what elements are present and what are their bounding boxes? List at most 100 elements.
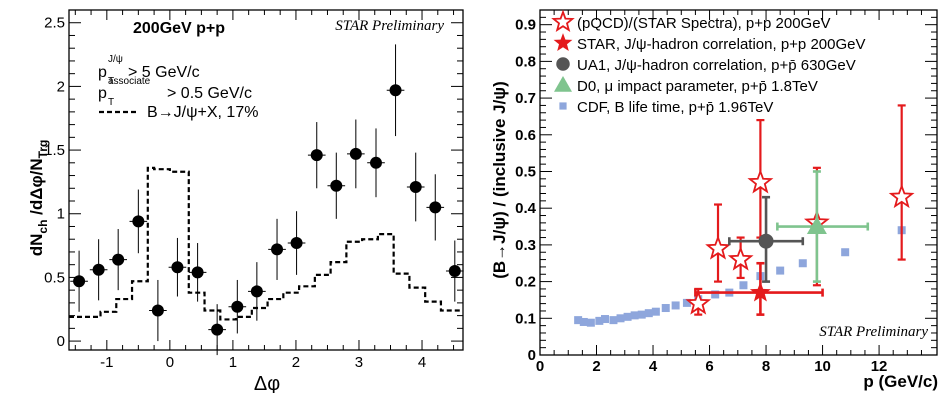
- open-star-marker: [551, 9, 575, 33]
- right-legend: (pQCD)/(STAR Spectra), p+p 200GeV STAR, J…: [551, 9, 865, 116]
- point-marker: [250, 285, 263, 298]
- right-x-axis-label: p (GeV/c): [863, 372, 938, 391]
- right-data-points: [574, 104, 915, 327]
- point-marker: [389, 84, 402, 97]
- legend-entry: D0, μ impact parameter, p+p̄ 1.8TeV: [554, 76, 818, 95]
- data-point: [609, 316, 618, 325]
- data-point: [327, 152, 346, 219]
- filled-star-marker: [749, 281, 771, 302]
- point-marker: [211, 323, 224, 336]
- data-point: [651, 307, 660, 316]
- point-marker: [132, 215, 145, 228]
- left-annotation-cut1: p T J/ψ > 5 GeV/c: [98, 54, 200, 87]
- ylabel-mid: /dΔφ/N: [27, 158, 46, 219]
- y-tick-label: 1: [57, 206, 65, 223]
- data-point: [248, 262, 266, 321]
- data-point: [386, 44, 405, 137]
- dashed-legend-label: B→J/ψ+X, 17%: [147, 104, 258, 121]
- left-x-axis-label: Δφ: [254, 373, 280, 393]
- left-panel: -1 0 1 2 3 4 0 0.5 1 1.5 2 2.5 200GeV p+p STAR Prel…: [27, 9, 464, 395]
- data-point: [727, 236, 754, 280]
- legend-label: (pQCD)/(STAR Spectra), p+p 200GeV: [577, 15, 831, 32]
- left-y-axis-label: dNch /dΔφ/NTrg: [27, 140, 50, 257]
- x-tick-label: 8: [762, 358, 770, 375]
- square-marker: [630, 311, 639, 320]
- data-point: [637, 310, 646, 319]
- filled-star-marker: [553, 33, 573, 51]
- data-point: [623, 312, 632, 321]
- data-point: [616, 314, 625, 323]
- left-axis-ticks: -1 0 1 2 3 4 0 0.5 1 1.5 2 2.5: [44, 10, 463, 371]
- cut1-sub: T: [108, 76, 114, 87]
- legend-label: D0, μ impact parameter, p+p̄ 1.8TeV: [577, 78, 818, 95]
- ylabel-sub1: ch: [36, 220, 50, 234]
- data-point: [89, 239, 108, 301]
- data-point: [268, 218, 286, 280]
- square-marker: [559, 102, 567, 110]
- legend-entry: UA1, J/ψ-hadron correlation, p+p̄ 630GeV: [556, 57, 856, 74]
- cut2-sup: associate: [108, 76, 151, 87]
- cut1-rest: > 5 GeV/c: [128, 64, 200, 81]
- y-tick-label: 0.6: [515, 127, 536, 144]
- square-marker: [616, 314, 625, 323]
- left-annotation-cut2: p T associate > 0.5 GeV/c: [98, 76, 252, 108]
- data-point: [747, 119, 774, 239]
- y-tick-label: 0.8: [515, 53, 536, 70]
- data-point: [109, 229, 127, 291]
- square-marker: [609, 316, 618, 325]
- square-marker: [671, 301, 680, 310]
- legend-entry: STAR, J/ψ-hadron correlation, p+p 200GeV: [553, 33, 865, 53]
- y-tick-label: 0: [528, 347, 536, 364]
- point-marker: [73, 275, 86, 288]
- data-point: [70, 250, 88, 312]
- point-marker: [409, 181, 422, 194]
- x-tick-label: 4: [418, 354, 426, 371]
- square-marker: [595, 316, 604, 325]
- legend-entry: CDF, B life time, p+p̄ 1.96TeV: [559, 99, 773, 116]
- square-marker: [644, 309, 653, 318]
- data-point: [574, 316, 583, 325]
- data-point: [367, 128, 385, 198]
- x-tick-label: 10: [814, 358, 831, 375]
- y-tick-label: 0.9: [515, 17, 536, 34]
- square-marker: [798, 259, 807, 268]
- x-tick-label: 0: [536, 358, 544, 375]
- point-marker: [92, 263, 105, 276]
- point-marker: [290, 237, 303, 250]
- data-point: [208, 304, 226, 356]
- data-point: [188, 243, 207, 302]
- triangle-marker: [806, 216, 827, 235]
- y-tick-label: 0.5: [515, 163, 536, 180]
- data-point: [426, 174, 445, 241]
- circle-marker: [758, 233, 774, 249]
- x-tick-label: 3: [355, 354, 363, 371]
- data-point: [600, 315, 609, 324]
- open-star-marker: [888, 183, 915, 209]
- y-tick-label: 2.5: [44, 15, 65, 32]
- left-data-points: [70, 44, 464, 356]
- square-marker: [623, 312, 632, 321]
- data-point: [661, 304, 670, 313]
- data-point: [129, 189, 148, 254]
- y-tick-label: 0.3: [515, 237, 536, 254]
- data-point: [149, 279, 167, 342]
- left-plot-frame: [68, 9, 464, 351]
- y-tick-label: 0.4: [515, 200, 537, 217]
- data-point: [579, 317, 588, 326]
- cut1-sup: J/ψ: [108, 54, 123, 65]
- open-star-marker: [705, 235, 731, 260]
- point-marker: [191, 266, 204, 279]
- cut2-sub: T: [108, 97, 114, 108]
- open-star-marker: [685, 290, 712, 315]
- data-point: [841, 248, 850, 257]
- right-panel: 0 2 4 6 8 10 12 0 0.1 0.2 0.3 0.4 0.5 0.6 0.7 0.8 0.9 (p…: [490, 9, 938, 391]
- ylabel-main: dN: [27, 234, 46, 257]
- left-title: 200GeV p+p: [133, 20, 225, 37]
- data-point: [776, 170, 870, 283]
- y-tick-label: 2: [57, 78, 65, 95]
- data-point: [307, 122, 326, 189]
- point-marker: [171, 261, 184, 274]
- legend-label: STAR, J/ψ-hadron correlation, p+p 200GeV: [577, 36, 865, 53]
- cut1-main: p: [98, 64, 107, 81]
